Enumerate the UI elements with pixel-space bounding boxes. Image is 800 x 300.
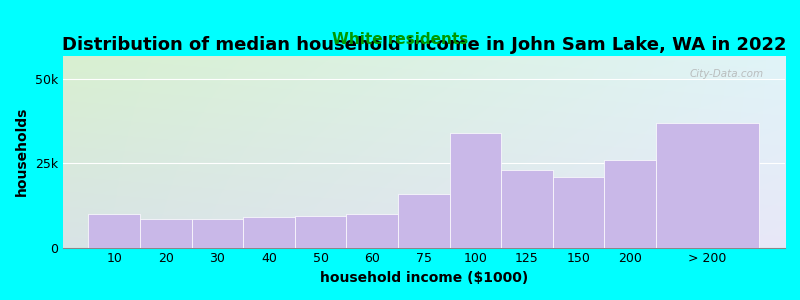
Bar [89,214,140,247]
Bar [243,217,295,247]
Text: City-Data.com: City-Data.com [690,69,763,79]
Bar [553,177,605,248]
Bar [398,194,450,248]
Bar [295,216,346,247]
Text: White residents: White residents [332,32,468,46]
Title: Distribution of median household income in John Sam Lake, WA in 2022: Distribution of median household income … [62,36,786,54]
Bar [450,133,502,248]
Bar [656,123,759,248]
Y-axis label: households: households [15,107,29,196]
Bar [346,214,398,247]
Bar [140,219,192,248]
Bar [502,170,553,248]
X-axis label: household income ($1000): household income ($1000) [320,271,528,285]
Bar [192,219,243,248]
Bar [605,160,656,248]
